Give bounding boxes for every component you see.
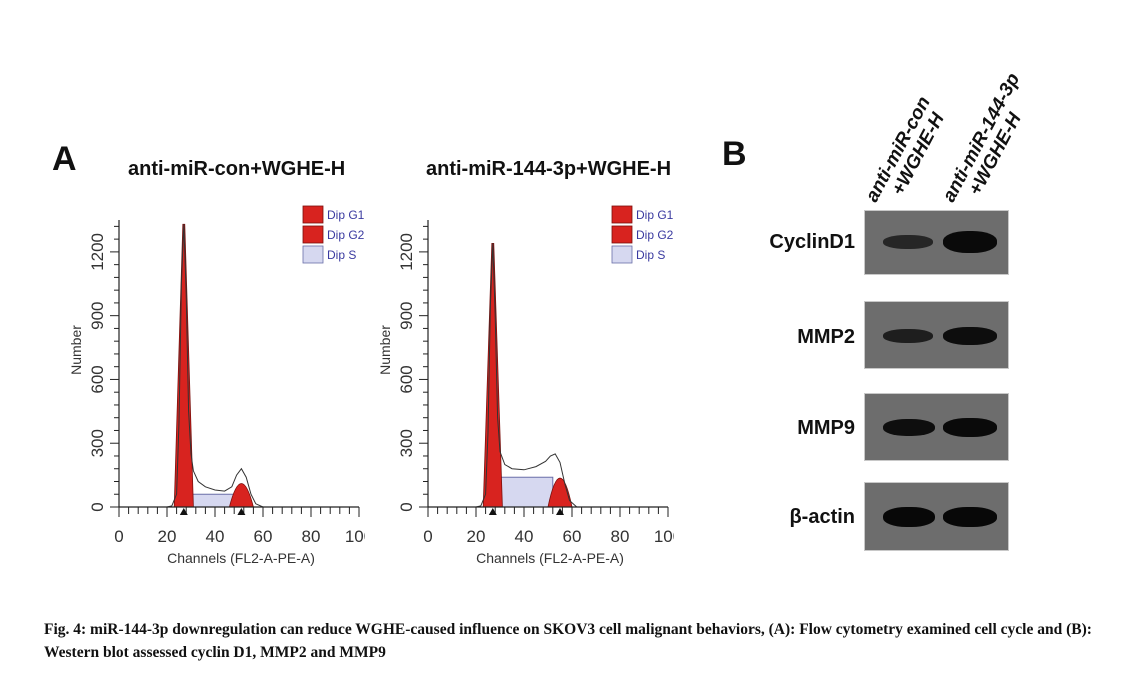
legend-label: Dip G2 — [327, 228, 365, 242]
legend-label: Dip G1 — [636, 208, 674, 222]
x-tick-label: 40 — [206, 527, 225, 546]
y-tick-label: 300 — [88, 429, 107, 457]
band — [943, 507, 997, 527]
dip-g1-peak — [482, 242, 503, 508]
legend-label: Dip S — [327, 248, 356, 262]
blot-label-beta-actin: β-actin — [789, 506, 855, 528]
band — [883, 235, 933, 249]
y-tick-label: 900 — [397, 301, 416, 329]
plot-1-title: anti-miR-con+WGHE-H — [128, 158, 346, 180]
y-tick-label: 1200 — [397, 233, 416, 271]
y-tick-label: 900 — [88, 301, 107, 329]
x-axis-label: Channels (FL2-A-PE-A) — [167, 550, 315, 566]
peak-marker — [237, 508, 246, 515]
peak-marker — [488, 508, 497, 515]
x-tick-label: 0 — [114, 527, 123, 546]
y-tick-label: 0 — [397, 502, 416, 511]
histogram-plot-2: 0 20 40 60 80 100 0 300 600 900 1200 Channels (FL2-… — [377, 205, 674, 566]
peak-marker — [179, 508, 188, 515]
lane-label-1: anti-miR-con +WGHE-H — [862, 93, 953, 215]
y-tick-label: 600 — [88, 365, 107, 393]
x-tick-label: 40 — [515, 527, 534, 546]
dip-g2-peak — [547, 477, 573, 508]
dip-s-area — [188, 493, 235, 508]
legend-swatch — [611, 205, 633, 224]
x-tick-label: 60 — [254, 527, 273, 546]
x-tick-label: 80 — [611, 527, 630, 546]
blot-cyclind1 — [864, 210, 1009, 275]
panel-a-letter: A — [52, 140, 77, 178]
band — [883, 329, 933, 343]
y-tick-label: 600 — [397, 365, 416, 393]
legend-swatch — [302, 205, 324, 224]
x-axis-label: Channels (FL2-A-PE-A) — [476, 550, 624, 566]
y-tick-label: 0 — [88, 502, 107, 511]
blot-label-cyclind1: CyclinD1 — [769, 231, 855, 253]
legend-label: Dip G1 — [327, 208, 365, 222]
histogram-line — [166, 224, 264, 508]
x-tick-label: 100 — [654, 527, 674, 546]
figure-caption: Fig. 4: miR-144-3p downregulation can re… — [44, 621, 1092, 661]
legend-swatch — [611, 245, 633, 264]
x-tick-label: 60 — [563, 527, 582, 546]
blot-mmp2 — [864, 301, 1009, 369]
x-tick-label: 80 — [302, 527, 321, 546]
legend-swatch — [302, 245, 324, 264]
x-tick-label: 20 — [467, 527, 486, 546]
y-tick-label: 300 — [397, 429, 416, 457]
band — [883, 419, 935, 436]
legend-label: Dip S — [636, 248, 665, 262]
lane-label-2: anti-miR-144-3p +WGHE-H — [939, 70, 1042, 215]
x-tick-label: 0 — [423, 527, 432, 546]
x-tick-label: 100 — [345, 527, 365, 546]
dip-s-area — [497, 476, 554, 508]
blot-mmp9 — [864, 393, 1009, 461]
y-axis-label: Number — [68, 325, 84, 375]
x-tick-label: 20 — [158, 527, 177, 546]
blot-beta-actin — [864, 482, 1009, 551]
dip-g2-peak — [228, 483, 254, 508]
legend-label: Dip G2 — [636, 228, 674, 242]
legend-swatch — [611, 225, 633, 244]
y-tick-label: 1200 — [88, 233, 107, 271]
band — [943, 327, 997, 345]
band — [943, 418, 997, 437]
plot-2-title: anti-miR-144-3p+WGHE-H — [426, 158, 672, 180]
peak-marker — [556, 508, 564, 515]
dip-g1-peak — [173, 223, 194, 508]
panel-b-letter: B — [722, 135, 747, 173]
histogram-line — [475, 243, 578, 508]
blot-label-mmp2: MMP2 — [797, 326, 855, 348]
legend-swatch — [302, 225, 324, 244]
band — [883, 507, 935, 527]
blot-label-mmp9: MMP9 — [797, 417, 855, 439]
y-axis-label: Number — [377, 325, 393, 375]
band — [943, 231, 997, 253]
histogram-plot-1: 0 20 40 60 80 100 0 300 600 900 1200 Channels (FL2-… — [68, 205, 365, 566]
